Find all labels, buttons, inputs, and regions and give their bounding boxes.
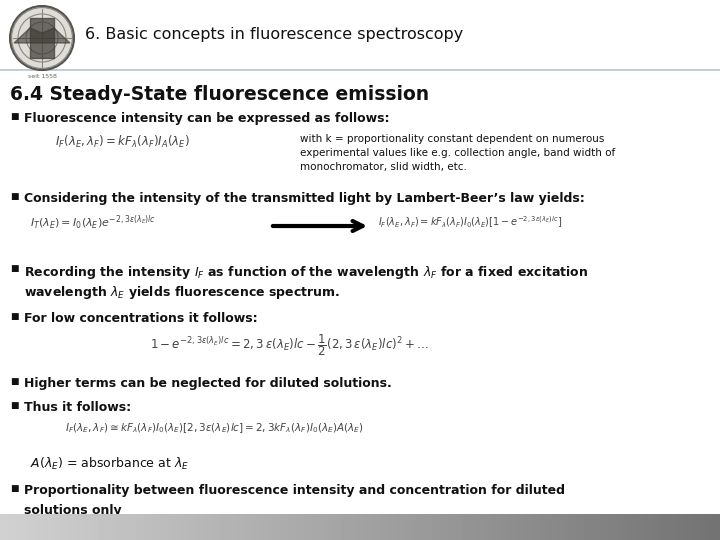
Text: with k = proportionality constant dependent on numerous
experimental values like: with k = proportionality constant depend… — [300, 134, 616, 172]
Text: ■: ■ — [10, 192, 19, 201]
Text: ■: ■ — [10, 401, 19, 410]
Polygon shape — [14, 28, 70, 43]
Text: ■: ■ — [10, 484, 19, 493]
Text: ■: ■ — [10, 377, 19, 386]
Text: Considering the intensity of the transmitted light by Lambert-Beer’s law yields:: Considering the intensity of the transmi… — [24, 192, 585, 205]
Text: Proportionality between fluorescence intensity and concentration for diluted: Proportionality between fluorescence int… — [24, 484, 565, 497]
Text: Recording the intensity $I_F$ as function of the wavelength $\lambda_F$ for a fi: Recording the intensity $I_F$ as functio… — [24, 264, 588, 281]
Text: For low concentrations it follows:: For low concentrations it follows: — [24, 312, 258, 325]
Text: ■: ■ — [10, 312, 19, 321]
Text: wavelength $\lambda_E$ yields fluorescence spectrum.: wavelength $\lambda_E$ yields fluorescen… — [24, 284, 340, 301]
Text: seit 1558: seit 1558 — [27, 74, 56, 79]
Text: $I_F(\lambda_E, \lambda_F) \cong kF_\lambda(\lambda_F)I_0(\lambda_E)[2,3\varepsi: $I_F(\lambda_E, \lambda_F) \cong kF_\lam… — [65, 421, 364, 435]
Text: 6.4 Steady-State fluorescence emission: 6.4 Steady-State fluorescence emission — [10, 85, 429, 104]
Text: 6. Basic concepts in fluorescence spectroscopy: 6. Basic concepts in fluorescence spectr… — [85, 28, 463, 43]
Text: Higher terms can be neglected for diluted solutions.: Higher terms can be neglected for dilute… — [24, 377, 392, 390]
Text: $I_T(\lambda_E) = I_0(\lambda_E)e^{-2,3\varepsilon(\lambda_E)lc}$: $I_T(\lambda_E) = I_0(\lambda_E)e^{-2,3\… — [30, 214, 156, 232]
Text: solutions only: solutions only — [24, 504, 122, 517]
Text: $1 - e^{-2,3\varepsilon(\lambda_E)lc} = 2,3\,\varepsilon(\lambda_E)lc - \dfrac{1: $1 - e^{-2,3\varepsilon(\lambda_E)lc} = … — [150, 332, 429, 357]
Text: IPC Friedrich-Schiller-Universität Jena: IPC Friedrich-Schiller-Universität Jena — [513, 521, 706, 531]
Text: Thus it follows:: Thus it follows: — [24, 401, 131, 414]
Text: $I_F(\lambda_E, \lambda_F) = kF_\lambda(\lambda_F)I_0(\lambda_E)[1 - e^{-2,3\var: $I_F(\lambda_E, \lambda_F) = kF_\lambda(… — [378, 214, 562, 230]
Text: ■: ■ — [10, 112, 19, 121]
Text: $I_F(\lambda_E, \lambda_F) = kF_\lambda(\lambda_F)I_A(\lambda_E)$: $I_F(\lambda_E, \lambda_F) = kF_\lambda(… — [55, 134, 190, 150]
Text: Fluorescence intensity can be expressed as follows:: Fluorescence intensity can be expressed … — [24, 112, 390, 125]
Circle shape — [10, 6, 74, 70]
Text: $A(\lambda_E)$ = absorbance at $\lambda_E$: $A(\lambda_E)$ = absorbance at $\lambda_… — [30, 456, 189, 472]
Text: 16: 16 — [14, 530, 29, 540]
Text: ■: ■ — [10, 264, 19, 273]
